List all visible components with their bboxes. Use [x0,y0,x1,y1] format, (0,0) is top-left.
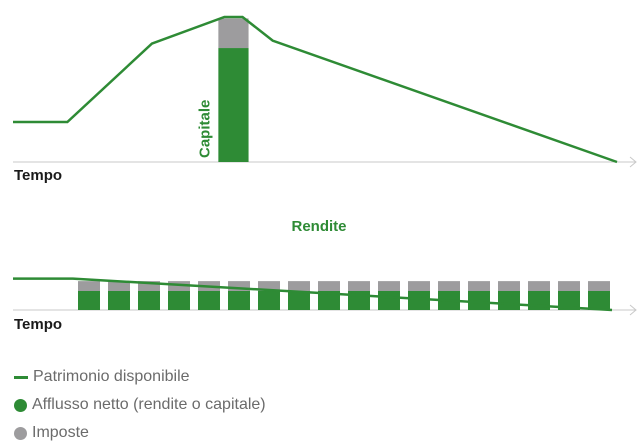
bar-net-rendita [138,291,160,310]
bar-net-rendita [108,291,130,310]
bar-tax-rendita [498,281,520,291]
bar-tax-rendita [288,281,310,291]
legend-dot-swatch [14,426,27,440]
bar-net-rendita [258,291,280,310]
bar-tax-rendita [588,281,610,291]
legend-line-swatch [14,375,28,379]
bar-tax-rendita [108,281,130,291]
bar-tax-rendita [78,281,100,291]
patrimonio-line [13,15,618,164]
bar-net-rendita [408,291,430,310]
bar-net-rendita [198,291,220,310]
legend-dot-swatch [14,398,27,412]
bar-tax-rendita [228,281,250,291]
x-axis-arrow [629,304,637,316]
bar-tax-rendita [408,281,430,291]
bar-tax-capitale [218,18,249,49]
bar-net-rendita [588,291,610,310]
bar-net-rendita [498,291,520,310]
bar-tax-rendita [438,281,460,291]
legend-item-afflusso: Afflusso netto (rendite o capitale) [14,391,266,419]
patrimonio-line [13,277,613,312]
bar-net-rendita [318,291,340,310]
bar-tax-rendita [318,281,340,291]
bar-net-capitale [218,48,249,162]
bar-net-rendita [378,291,400,310]
bar-net-rendita [288,291,310,310]
bar-tax-rendita [138,281,160,291]
legend-item-imposte: Imposte [14,419,266,447]
x-axis-label: Tempo [14,167,62,184]
capitale-label: Capitale [196,100,213,158]
legend-label: Patrimonio disponibile [33,368,190,385]
bar-net-rendita [228,291,250,310]
bar-tax-rendita [558,281,580,291]
bar-tax-rendita [528,281,550,291]
bar-tax-rendita [348,281,370,291]
capital-chart: Capitale Tempo [13,15,637,184]
bar-net-rendita [558,291,580,310]
legend-label: Afflusso netto (rendite o capitale) [32,396,266,413]
x-axis-arrow [629,156,637,168]
legend-item-patrimonio: Patrimonio disponibile [14,363,266,391]
bar-tax-rendita [468,281,490,291]
legend-label: Imposte [32,424,89,441]
bar-tax-rendita [378,281,400,291]
bar-net-rendita [468,291,490,310]
bar-net-rendita [78,291,100,310]
x-axis-label: Tempo [14,316,62,333]
annuity-chart: Rendite Tempo [13,218,637,333]
legend: Patrimonio disponibile Afflusso netto (r… [14,363,266,447]
rendite-title: Rendite [291,218,346,235]
bar-net-rendita [168,291,190,310]
bar-tax-rendita [258,281,280,291]
